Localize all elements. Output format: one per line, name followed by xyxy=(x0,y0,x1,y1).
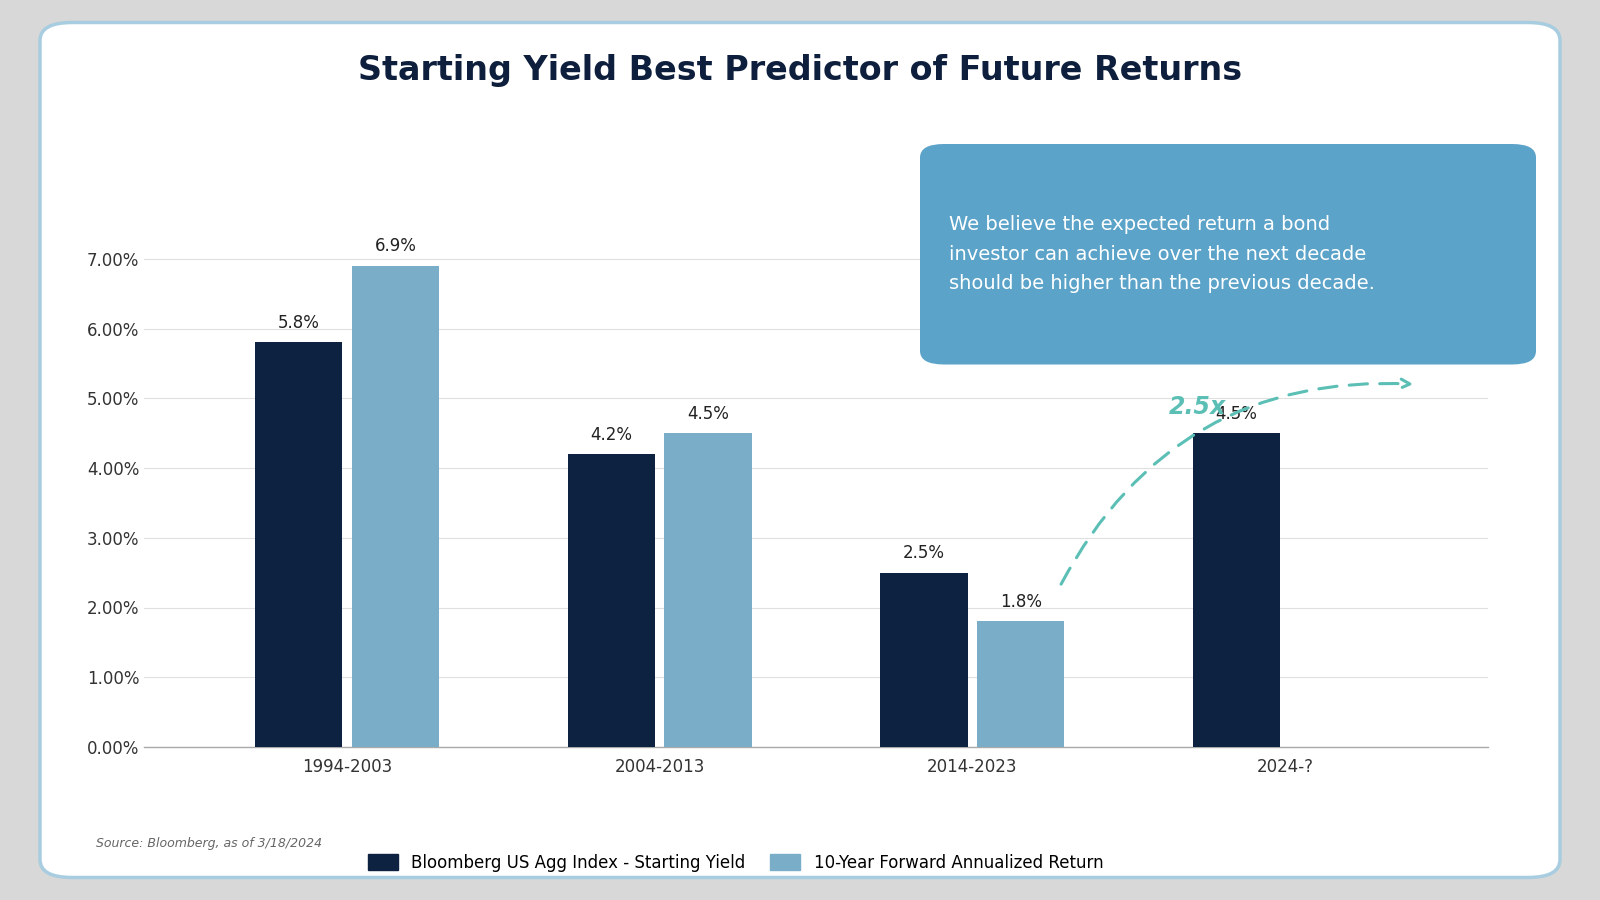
Text: 4.5%: 4.5% xyxy=(688,405,730,423)
Text: 4.2%: 4.2% xyxy=(590,426,632,444)
Text: 2.5%: 2.5% xyxy=(902,544,946,562)
Text: 2.5x: 2.5x xyxy=(1168,395,1226,419)
Bar xyxy=(254,343,342,747)
Text: 1.8%: 1.8% xyxy=(1000,593,1042,611)
Text: ?: ? xyxy=(1440,336,1456,364)
Bar xyxy=(880,572,968,747)
Text: Source: Bloomberg, as of 3/18/2024: Source: Bloomberg, as of 3/18/2024 xyxy=(96,838,322,850)
Text: 6.9%: 6.9% xyxy=(374,238,416,256)
Text: We believe the expected return a bond
investor can achieve over the next decade
: We believe the expected return a bond in… xyxy=(949,215,1374,293)
Text: Starting Yield Best Predictor of Future Returns: Starting Yield Best Predictor of Future … xyxy=(358,54,1242,87)
Text: 4.5%: 4.5% xyxy=(1216,405,1258,423)
Text: 5.8%: 5.8% xyxy=(278,314,320,332)
Bar xyxy=(978,621,1064,747)
Legend: Bloomberg US Agg Index - Starting Yield, 10-Year Forward Annualized Return: Bloomberg US Agg Index - Starting Yield,… xyxy=(362,847,1110,878)
Bar xyxy=(664,433,752,747)
Bar xyxy=(352,266,440,747)
Bar xyxy=(568,454,654,747)
Bar xyxy=(1192,433,1280,747)
